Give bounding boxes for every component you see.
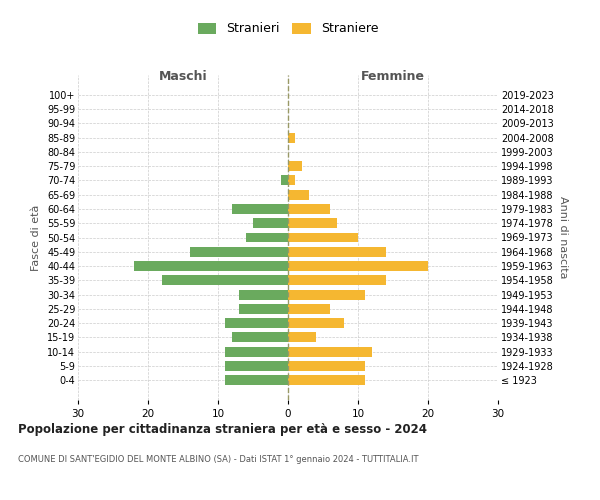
Bar: [232, 332, 288, 342]
Bar: [288, 176, 295, 186]
Bar: [288, 361, 365, 371]
Bar: [288, 375, 365, 385]
Bar: [288, 190, 309, 200]
Bar: [134, 261, 288, 271]
Bar: [281, 176, 288, 186]
Bar: [239, 290, 288, 300]
Bar: [288, 204, 330, 214]
Text: COMUNE DI SANT'EGIDIO DEL MONTE ALBINO (SA) - Dati ISTAT 1° gennaio 2024 - TUTTI: COMUNE DI SANT'EGIDIO DEL MONTE ALBINO (…: [18, 455, 419, 464]
Bar: [288, 318, 344, 328]
Bar: [288, 332, 316, 342]
Bar: [225, 361, 288, 371]
Bar: [288, 346, 372, 356]
Bar: [288, 247, 386, 257]
Text: Femmine: Femmine: [361, 70, 425, 84]
Bar: [288, 232, 358, 242]
Bar: [162, 276, 288, 285]
Bar: [288, 218, 337, 228]
Bar: [246, 232, 288, 242]
Bar: [288, 132, 295, 142]
Bar: [225, 346, 288, 356]
Bar: [288, 161, 302, 171]
Bar: [253, 218, 288, 228]
Text: Maschi: Maschi: [158, 70, 208, 84]
Bar: [225, 318, 288, 328]
Bar: [225, 375, 288, 385]
Bar: [288, 276, 386, 285]
Bar: [288, 261, 428, 271]
Bar: [288, 290, 365, 300]
Legend: Stranieri, Straniere: Stranieri, Straniere: [194, 18, 382, 40]
Bar: [239, 304, 288, 314]
Y-axis label: Fasce di età: Fasce di età: [31, 204, 41, 270]
Bar: [232, 204, 288, 214]
Bar: [190, 247, 288, 257]
Bar: [288, 304, 330, 314]
Y-axis label: Anni di nascita: Anni di nascita: [557, 196, 568, 279]
Text: Popolazione per cittadinanza straniera per età e sesso - 2024: Popolazione per cittadinanza straniera p…: [18, 422, 427, 436]
